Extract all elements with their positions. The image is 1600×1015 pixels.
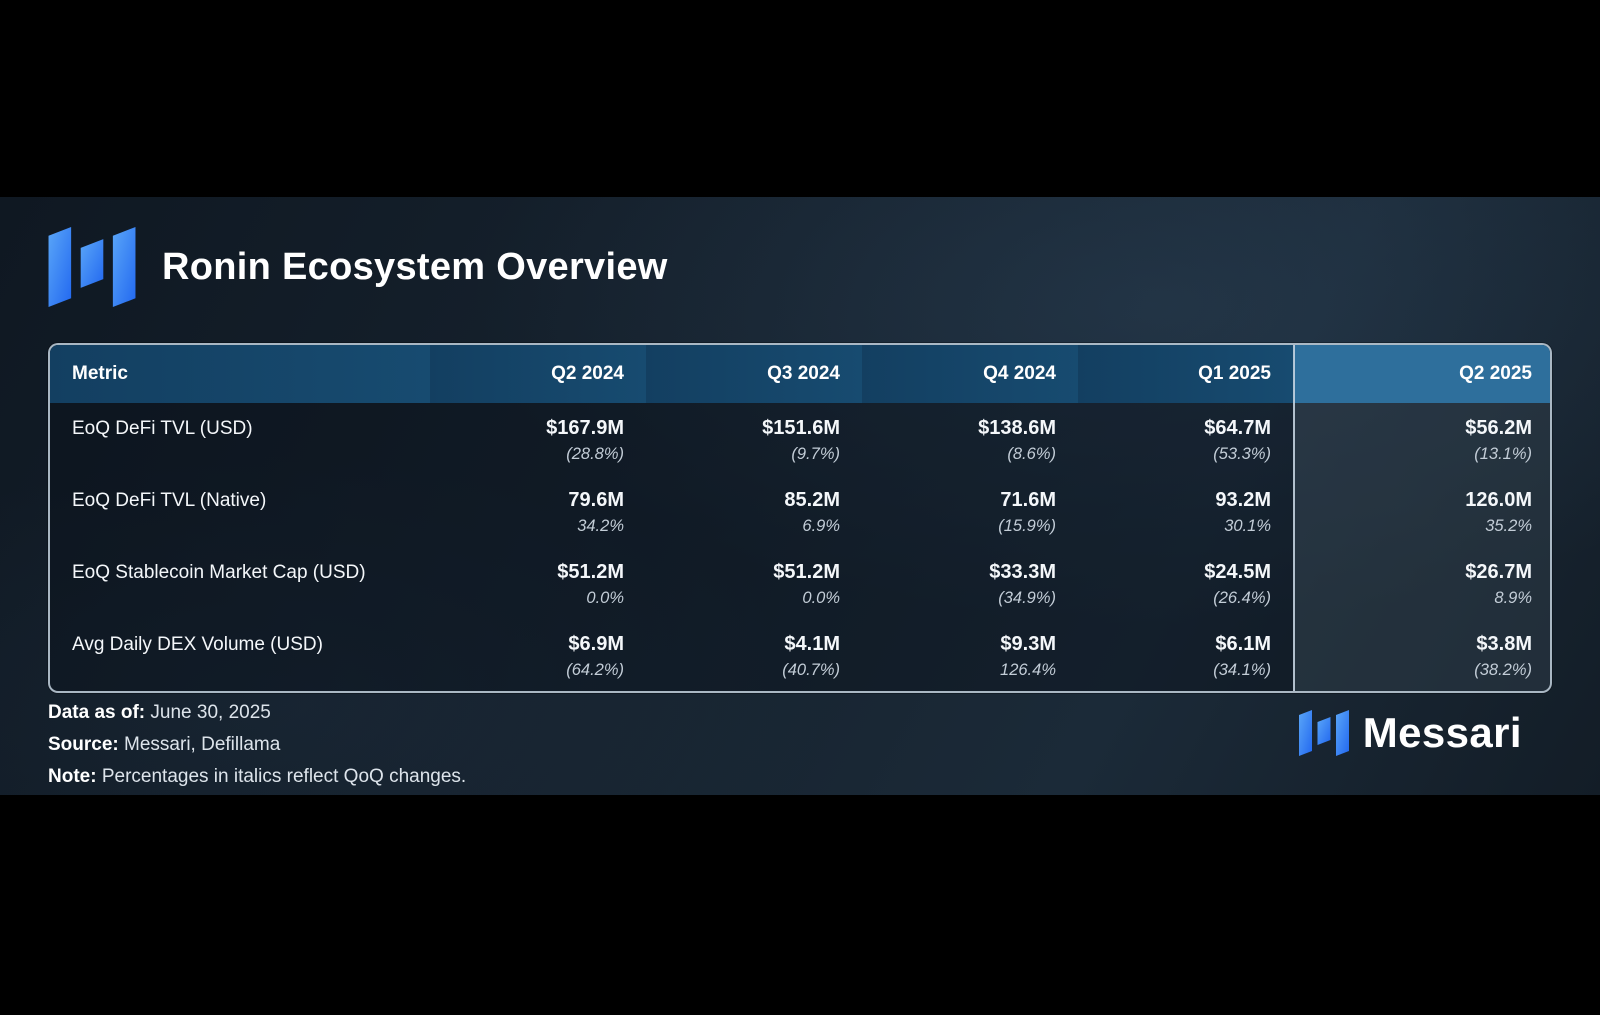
value-cell: $6.9M (64.2%) — [430, 619, 646, 691]
col-header-q1-2025: Q1 2025 — [1078, 345, 1294, 403]
metric-value: $3.8M — [1476, 633, 1532, 655]
col-header-q3-2024: Q3 2024 — [646, 345, 862, 403]
value-cell: 85.2M 6.9% — [646, 475, 862, 547]
metrics-table-container: Metric Q2 2024 Q3 2024 Q4 2024 Q1 2025 Q… — [48, 343, 1552, 693]
page-title: Ronin Ecosystem Overview — [162, 245, 668, 288]
metric-value: $151.6M — [762, 417, 840, 439]
data-as-of-value: June 30, 2025 — [150, 702, 271, 723]
source-label: Source: — [48, 734, 119, 755]
table-row-dex-volume: Avg Daily DEX Volume (USD) $6.9M (64.2%)… — [50, 619, 1550, 691]
metric-label: EoQ DeFi TVL (USD) — [72, 418, 253, 439]
qoq-change: (15.9%) — [998, 517, 1056, 535]
table-row-defi-tvl-native: EoQ DeFi TVL (Native) 79.6M 34.2% 85.2M … — [50, 475, 1550, 547]
source-line: Source: Messari, Defillama — [48, 729, 466, 761]
metric-label: EoQ Stablecoin Market Cap (USD) — [72, 562, 366, 583]
metric-value: 93.2M — [1215, 489, 1271, 511]
value-cell: $24.5M (26.4%) — [1078, 547, 1294, 619]
table-row-stablecoin-mcap: EoQ Stablecoin Market Cap (USD) $51.2M 0… — [50, 547, 1550, 619]
source-value: Messari, Defillama — [124, 734, 281, 755]
metric-value: $33.3M — [989, 561, 1056, 583]
qoq-change: 0.0% — [586, 589, 624, 607]
qoq-change: (28.8%) — [566, 445, 624, 463]
metric-value: $6.1M — [1215, 633, 1271, 655]
value-cell: $151.6M (9.7%) — [646, 403, 862, 475]
metric-value: $56.2M — [1465, 417, 1532, 439]
metric-value: $167.9M — [546, 417, 624, 439]
qoq-change: (9.7%) — [791, 445, 840, 463]
qoq-change: (38.2%) — [1474, 661, 1532, 679]
metric-label: Avg Daily DEX Volume (USD) — [72, 634, 323, 655]
qoq-change: (34.9%) — [998, 589, 1056, 607]
metric-value: $9.3M — [1000, 633, 1056, 655]
metric-value: $51.2M — [557, 561, 624, 583]
col-header-q2-2025: Q2 2025 — [1293, 345, 1550, 403]
note-value: Percentages in italics reflect QoQ chang… — [101, 766, 467, 787]
metric-value: $51.2M — [773, 561, 840, 583]
value-cell: 71.6M (15.9%) — [862, 475, 1078, 547]
footnotes: Data as of: June 30, 2025 Source: Messar… — [48, 697, 466, 793]
value-cell: $51.2M 0.0% — [646, 547, 862, 619]
value-cell: $138.6M (8.6%) — [862, 403, 1078, 475]
qoq-change: (34.1%) — [1213, 661, 1271, 679]
qoq-change: (40.7%) — [782, 661, 840, 679]
table-row-defi-tvl-usd: EoQ DeFi TVL (USD) $167.9M (28.8%) $151.… — [50, 403, 1550, 475]
metric-value: $6.9M — [568, 633, 624, 655]
qoq-change: (26.4%) — [1213, 589, 1271, 607]
value-cell-highlighted: 126.0M 35.2% — [1293, 475, 1550, 547]
qoq-change: 126.4% — [1000, 661, 1056, 679]
note-line: Note: Percentages in italics reflect QoQ… — [48, 761, 466, 793]
col-header-metric: Metric — [50, 345, 430, 403]
qoq-change: 6.9% — [802, 517, 840, 535]
messari-brand-footer: Messari — [1298, 709, 1522, 757]
messari-wordmark: Messari — [1362, 709, 1522, 756]
col-header-q4-2024: Q4 2024 — [862, 345, 1078, 403]
messari-logo-icon — [1298, 710, 1349, 756]
value-cell: 79.6M 34.2% — [430, 475, 646, 547]
qoq-change: 30.1% — [1224, 517, 1271, 535]
qoq-change: (53.3%) — [1213, 445, 1271, 463]
value-cell-highlighted: $56.2M (13.1%) — [1293, 403, 1550, 475]
qoq-change: 8.9% — [1494, 589, 1532, 607]
metrics-table: Metric Q2 2024 Q3 2024 Q4 2024 Q1 2025 Q… — [50, 345, 1550, 691]
metric-value: $64.7M — [1204, 417, 1271, 439]
qoq-change: (8.6%) — [1007, 445, 1056, 463]
metric-value: $26.7M — [1465, 561, 1532, 583]
value-cell: $4.1M (40.7%) — [646, 619, 862, 691]
metric-value: 126.0M — [1465, 489, 1532, 511]
value-cell-highlighted: $3.8M (38.2%) — [1293, 619, 1550, 691]
metric-value: $138.6M — [978, 417, 1056, 439]
metric-value: 85.2M — [784, 489, 840, 511]
value-cell: $64.7M (53.3%) — [1078, 403, 1294, 475]
metric-value: $4.1M — [784, 633, 840, 655]
table-header-row: Metric Q2 2024 Q3 2024 Q4 2024 Q1 2025 Q… — [50, 345, 1550, 403]
qoq-change: 34.2% — [577, 517, 624, 535]
messari-logo-icon — [48, 227, 136, 307]
metric-value: $24.5M — [1204, 561, 1271, 583]
qoq-change: (64.2%) — [566, 661, 624, 679]
value-cell: $9.3M 126.4% — [862, 619, 1078, 691]
col-header-q2-2024: Q2 2024 — [430, 345, 646, 403]
qoq-change: (13.1%) — [1474, 445, 1532, 463]
metric-label: EoQ DeFi TVL (Native) — [72, 490, 267, 511]
metric-value: 71.6M — [1000, 489, 1056, 511]
qoq-change: 35.2% — [1485, 517, 1532, 535]
value-cell: 93.2M 30.1% — [1078, 475, 1294, 547]
qoq-change: 0.0% — [802, 589, 840, 607]
value-cell: $167.9M (28.8%) — [430, 403, 646, 475]
value-cell-highlighted: $26.7M 8.9% — [1293, 547, 1550, 619]
value-cell: $51.2M 0.0% — [430, 547, 646, 619]
note-label: Note: — [48, 766, 97, 787]
data-as-of-label: Data as of: — [48, 702, 146, 723]
data-as-of-line: Data as of: June 30, 2025 — [48, 697, 466, 729]
slide: Ronin Ecosystem Overview Metric Q2 2024 … — [0, 197, 1600, 795]
value-cell: $6.1M (34.1%) — [1078, 619, 1294, 691]
header: Ronin Ecosystem Overview — [48, 227, 668, 307]
metric-value: 79.6M — [568, 489, 624, 511]
value-cell: $33.3M (34.9%) — [862, 547, 1078, 619]
